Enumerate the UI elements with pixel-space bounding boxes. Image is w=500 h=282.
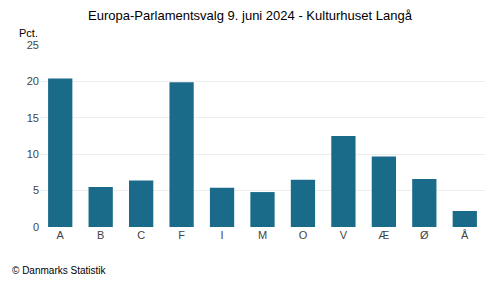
svg-text:15: 15 bbox=[27, 112, 39, 124]
svg-text:Pct.: Pct. bbox=[19, 27, 38, 39]
svg-text:10: 10 bbox=[27, 148, 39, 160]
svg-text:Ø: Ø bbox=[420, 229, 429, 241]
svg-text:O: O bbox=[299, 229, 308, 241]
svg-text:Å: Å bbox=[461, 229, 469, 241]
svg-text:C: C bbox=[137, 229, 145, 241]
svg-text:20: 20 bbox=[27, 75, 39, 87]
svg-text:25: 25 bbox=[27, 39, 39, 51]
svg-text:0: 0 bbox=[33, 221, 39, 233]
svg-text:I: I bbox=[221, 229, 224, 241]
svg-text:© Danmarks Statistik: © Danmarks Statistik bbox=[12, 265, 107, 276]
svg-text:V: V bbox=[340, 229, 348, 241]
svg-text:M: M bbox=[258, 229, 267, 241]
svg-text:F: F bbox=[178, 229, 185, 241]
svg-text:Europa-Parlamentsvalg 9. juni: Europa-Parlamentsvalg 9. juni 2024 - Kul… bbox=[88, 8, 413, 23]
svg-text:Æ: Æ bbox=[378, 229, 389, 241]
svg-text:5: 5 bbox=[33, 184, 39, 196]
svg-text:B: B bbox=[97, 229, 104, 241]
svg-text:A: A bbox=[57, 229, 65, 241]
